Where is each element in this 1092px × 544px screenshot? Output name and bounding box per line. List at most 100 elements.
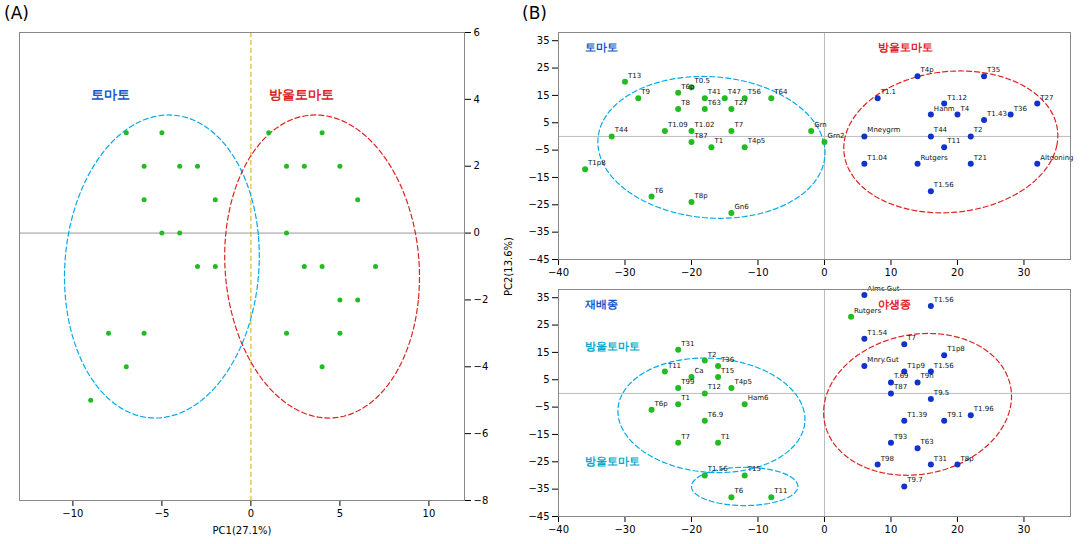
svg-text:T9.5: T9.5: [933, 389, 949, 397]
svg-text:토마토: 토마토: [91, 87, 130, 102]
svg-text:T1.96: T1.96: [973, 405, 994, 413]
svg-text:5: 5: [543, 117, 549, 128]
svg-text:2: 2: [474, 160, 480, 171]
svg-text:야생종: 야생종: [878, 298, 911, 311]
svg-text:−6: −6: [474, 428, 489, 439]
svg-text:T9.1: T9.1: [946, 411, 962, 419]
svg-text:10: 10: [885, 524, 898, 535]
svg-text:T11: T11: [667, 362, 681, 370]
svg-text:T1.56: T1.56: [933, 362, 954, 370]
svg-text:Ca: Ca: [694, 367, 703, 375]
svg-text:T1p8: T1p8: [946, 345, 965, 353]
svg-text:T2: T2: [707, 351, 717, 359]
svg-text:Mneygrm: Mneygrm: [867, 126, 900, 134]
svg-text:4: 4: [474, 94, 480, 105]
svg-text:T1.09: T1.09: [667, 121, 688, 129]
svg-text:−20: −20: [681, 524, 702, 535]
svg-text:−15: −15: [528, 172, 549, 183]
svg-text:T1.39: T1.39: [906, 411, 927, 419]
svg-text:T1p9: T1p9: [906, 362, 925, 370]
svg-text:−8: −8: [474, 495, 489, 506]
svg-text:5: 5: [337, 508, 343, 519]
svg-text:T.69: T.69: [893, 372, 909, 380]
svg-text:25: 25: [537, 62, 550, 73]
svg-text:−25: −25: [528, 456, 549, 467]
svg-text:T8: T8: [680, 99, 690, 107]
svg-text:−30: −30: [614, 524, 635, 535]
svg-text:15: 15: [537, 347, 550, 358]
svg-text:T9.7: T9.7: [906, 476, 922, 484]
svg-text:Grn: Grn: [814, 121, 827, 129]
svg-text:10: 10: [423, 508, 436, 519]
svg-text:−4: −4: [474, 361, 489, 372]
svg-text:−10: −10: [747, 267, 768, 278]
svg-text:T36: T36: [1013, 105, 1028, 113]
svg-text:T4p5: T4p5: [733, 378, 752, 386]
svg-text:T1: T1: [713, 137, 723, 145]
svg-text:T21: T21: [973, 154, 987, 162]
svg-text:−2: −2: [474, 294, 489, 305]
svg-text:30: 30: [1018, 267, 1031, 278]
svg-text:35: 35: [537, 35, 550, 46]
svg-text:PC2(13.6%): PC2(13.6%): [503, 237, 514, 296]
svg-text:T27: T27: [1039, 94, 1053, 102]
svg-text:T56: T56: [747, 88, 762, 96]
svg-text:Hanm: Hanm: [934, 105, 955, 113]
svg-text:T1.56: T1.56: [707, 465, 728, 473]
svg-text:T9: T9: [640, 88, 650, 96]
svg-text:T99: T99: [680, 378, 694, 386]
svg-text:T11: T11: [773, 487, 787, 495]
svg-text:T36: T36: [720, 356, 735, 364]
svg-text:재배종: 재배종: [584, 298, 618, 311]
svg-text:T7: T7: [680, 433, 690, 441]
svg-text:25: 25: [537, 319, 550, 330]
svg-text:20: 20: [951, 267, 964, 278]
svg-text:T93: T93: [893, 433, 907, 441]
svg-text:−10: −10: [62, 508, 83, 519]
svg-text:−25: −25: [528, 199, 549, 210]
svg-text:T13: T13: [627, 72, 641, 80]
svg-text:Altooning: Altooning: [1040, 154, 1073, 162]
svg-text:T4: T4: [959, 105, 969, 113]
svg-text:T7: T7: [906, 334, 916, 342]
svg-text:T1.56: T1.56: [933, 296, 954, 304]
svg-text:T1.54: T1.54: [866, 329, 887, 337]
svg-text:−35: −35: [528, 483, 549, 494]
svg-text:T44: T44: [933, 126, 948, 134]
svg-text:T6p: T6p: [680, 83, 695, 91]
svg-text:T31: T31: [680, 340, 694, 348]
svg-text:방울토마토: 방울토마토: [585, 455, 640, 468]
svg-text:T87: T87: [893, 383, 907, 391]
svg-text:−5: −5: [535, 401, 550, 412]
svg-text:−5: −5: [535, 144, 550, 155]
svg-text:T6: T6: [733, 487, 743, 495]
svg-text:T44: T44: [614, 126, 629, 134]
svg-text:T6: T6: [654, 187, 664, 195]
svg-text:T27: T27: [733, 99, 747, 107]
svg-text:Mnry.Gut: Mnry.Gut: [867, 356, 899, 364]
svg-text:T63: T63: [920, 438, 934, 446]
svg-text:방울토마토: 방울토마토: [878, 41, 933, 54]
svg-text:T1: T1: [680, 394, 690, 402]
svg-text:−45: −45: [528, 511, 549, 522]
svg-text:T8p: T8p: [693, 192, 708, 200]
svg-text:T12: T12: [707, 383, 721, 391]
svg-text:T47: T47: [727, 88, 741, 96]
svg-text:T1.43: T1.43: [986, 110, 1007, 118]
svg-text:35: 35: [537, 292, 550, 303]
svg-text:−40: −40: [548, 267, 569, 278]
svg-text:T6p: T6p: [654, 400, 669, 408]
svg-text:T1p8: T1p8: [587, 159, 606, 167]
svg-text:0: 0: [821, 524, 827, 535]
svg-text:30: 30: [1018, 524, 1031, 535]
svg-text:방울토마토: 방울토마토: [585, 340, 640, 353]
svg-text:−15: −15: [528, 429, 549, 440]
svg-text:T6.9: T6.9: [707, 411, 723, 419]
svg-text:T0.5: T0.5: [693, 77, 709, 85]
svg-text:PC1(27.1%): PC1(27.1%): [213, 525, 272, 536]
svg-text:T15: T15: [747, 465, 761, 473]
svg-text:T1.1: T1.1: [880, 88, 896, 96]
svg-text:T4p5: T4p5: [747, 137, 766, 145]
svg-text:0: 0: [821, 267, 827, 278]
svg-text:T15: T15: [720, 367, 734, 375]
